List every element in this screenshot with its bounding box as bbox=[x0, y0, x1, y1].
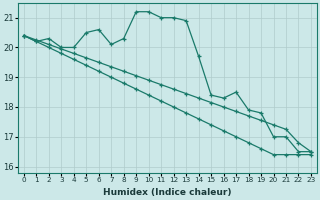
X-axis label: Humidex (Indice chaleur): Humidex (Indice chaleur) bbox=[103, 188, 232, 197]
